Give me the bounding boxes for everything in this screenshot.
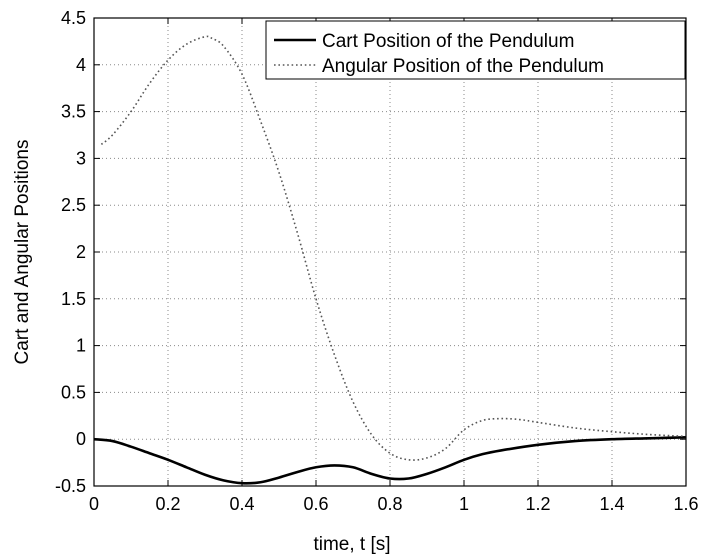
legend: Cart Position of the Pendulum Angular Po…: [265, 20, 686, 80]
y-axis-label: Cart and Angular Positions: [12, 140, 33, 365]
series-line-angular-position: [100, 35, 687, 461]
y-tick-label: 4.5: [61, 8, 86, 28]
legend-box: [265, 20, 686, 80]
x-tick-label: 0.2: [155, 494, 180, 514]
legend-label-angular: Angular Position of the Pendulum: [322, 56, 604, 77]
series-line-cart-position: [93, 436, 687, 485]
x-tick-label: 0.6: [303, 494, 328, 514]
y-tick-label: -0.5: [55, 476, 86, 496]
x-tick-label: 1: [459, 494, 469, 514]
x-tick-label: 0.4: [229, 494, 254, 514]
series-lines: [93, 35, 687, 485]
x-tick-label: 1.4: [599, 494, 624, 514]
y-tick-label: 2.5: [61, 195, 86, 215]
y-tick-label: 2: [76, 242, 86, 262]
x-tick-label: 1.2: [525, 494, 550, 514]
y-tick-label: 0.5: [61, 382, 86, 402]
tick-labels: 0 0.2 0.4 0.6 0.8 1 1.2 1.4 1.6-0.500.511.522.53…: [55, 8, 699, 514]
x-tick-label: 1.6: [673, 494, 698, 514]
y-tick-label: 4: [76, 55, 86, 75]
x-tick-label: 0: [89, 494, 99, 514]
x-axis-label: time, t [s]: [313, 534, 390, 555]
y-tick-label: 3: [76, 148, 86, 168]
y-tick-label: 0: [76, 429, 86, 449]
x-tick-label: 0.8: [377, 494, 402, 514]
y-tick-label: 1: [76, 336, 86, 356]
y-tick-label: 1.5: [61, 289, 86, 309]
y-tick-label: 3.5: [61, 102, 86, 122]
legend-label-cart: Cart Position of the Pendulum: [322, 31, 574, 52]
